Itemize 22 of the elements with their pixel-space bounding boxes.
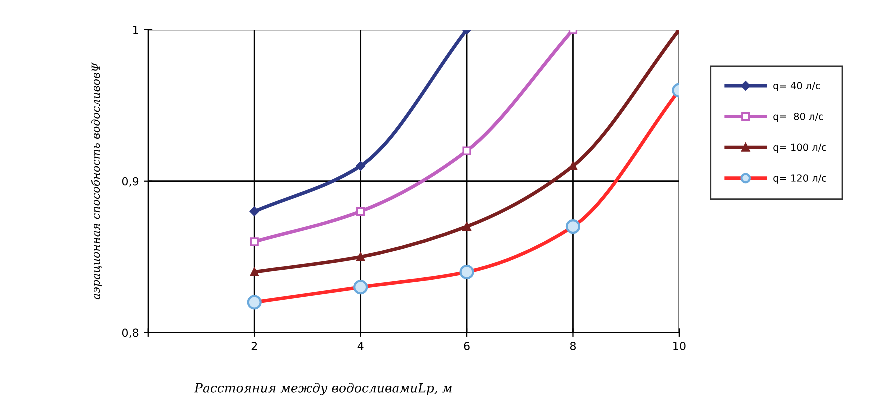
x-tick-label: 2 xyxy=(252,342,258,350)
point xyxy=(356,252,366,262)
point xyxy=(250,268,259,277)
x-tick-label: 4 xyxy=(358,342,364,350)
y-tick-label: 1 xyxy=(134,26,138,34)
y-tick-label: 0,9 xyxy=(122,177,139,187)
x-tick-label: 8 xyxy=(570,342,576,350)
legend-label: q= 120 л/с xyxy=(774,174,826,184)
legend-label: q= 100 л/с xyxy=(774,144,826,154)
y-tick-label: 0,8 xyxy=(122,328,139,338)
point xyxy=(250,238,259,246)
point xyxy=(356,161,366,171)
point xyxy=(250,206,260,216)
point xyxy=(356,207,366,216)
point xyxy=(462,222,472,232)
legend-label: q= 80 л/с xyxy=(774,112,824,122)
legend-label: q= 40 л/с xyxy=(774,82,820,92)
x-tick-label: 10 xyxy=(674,342,686,350)
x-axis-title: Расстояния между водосливамиLp, м xyxy=(194,383,452,396)
point xyxy=(462,146,472,156)
y-axis-title: аэрационная способность водосливовΨ xyxy=(91,62,102,300)
x-tick-label: 6 xyxy=(464,342,470,350)
